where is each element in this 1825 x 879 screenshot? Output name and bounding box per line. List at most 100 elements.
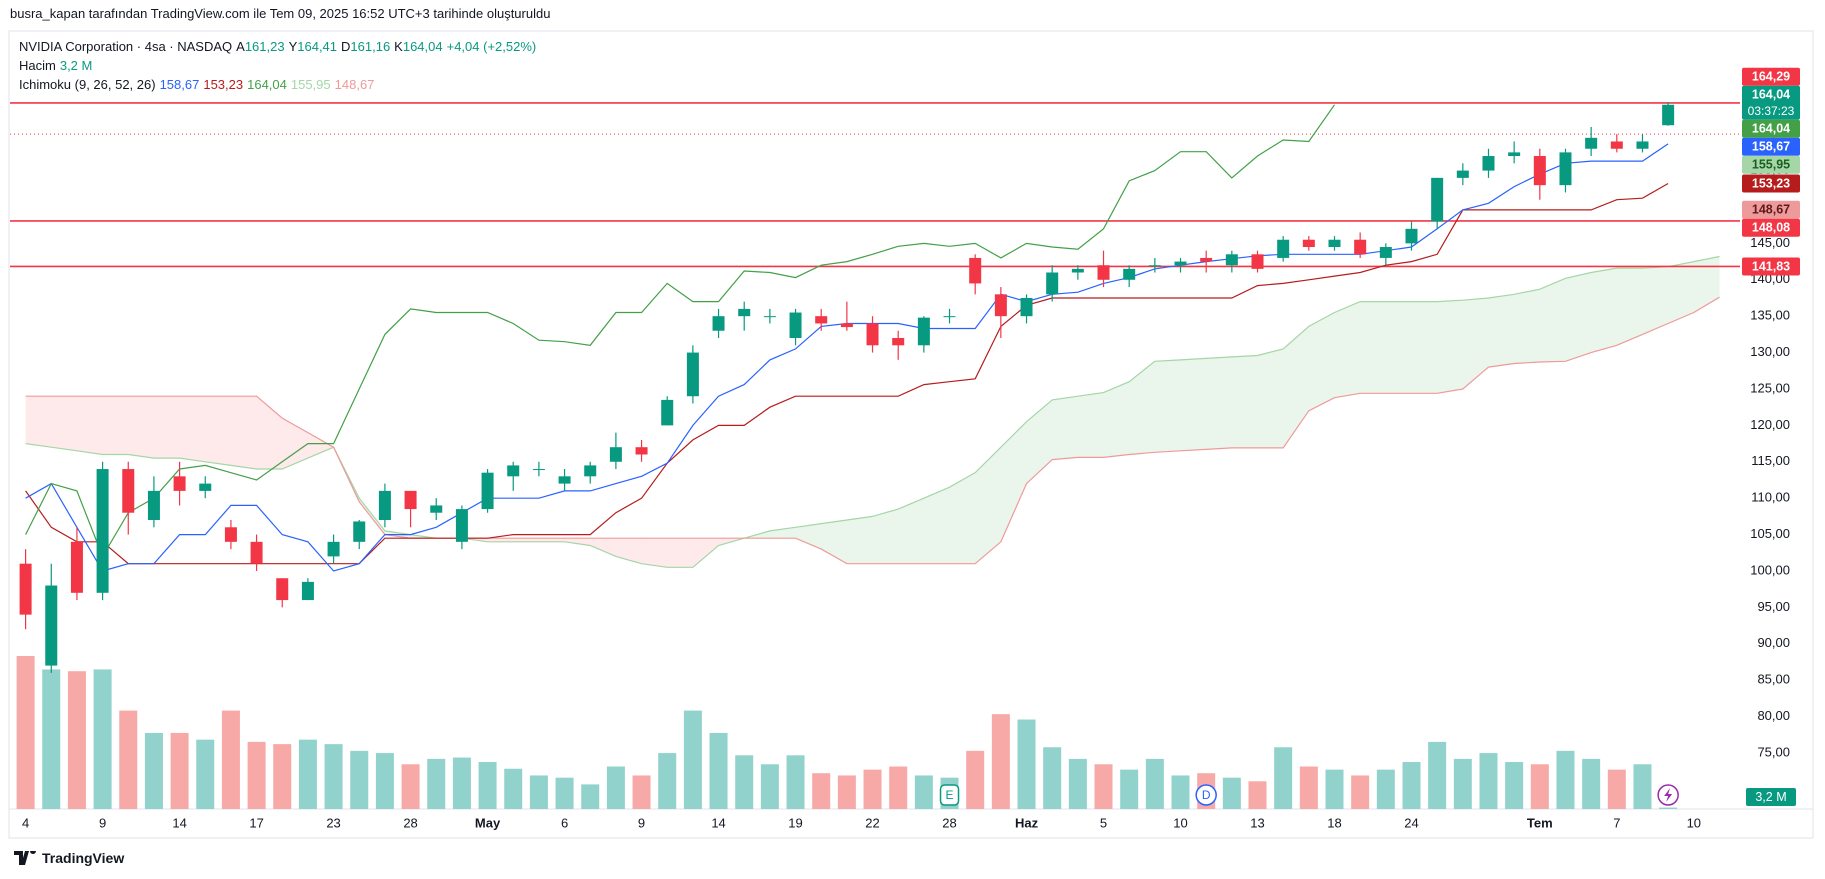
- price-marker-label: 164,04: [1752, 122, 1790, 136]
- candle-body: [122, 469, 135, 513]
- volume-bar: [1607, 769, 1626, 809]
- cloud-fill: [1077, 392, 1104, 458]
- cloud-fill: [1283, 326, 1309, 448]
- x-tick-label: 10: [1173, 815, 1187, 830]
- footer: TradingView: [14, 850, 124, 866]
- cloud-fill: [975, 447, 1001, 564]
- cloud-fill: [538, 538, 565, 542]
- x-tick-label: 14: [172, 815, 186, 830]
- price-marker: [1742, 155, 1800, 174]
- candle-body: [1405, 228, 1418, 244]
- cloud-fill: [1591, 268, 1617, 353]
- candle-body: [892, 338, 905, 346]
- volume-bar: [452, 757, 471, 809]
- volume-bar: [324, 744, 343, 809]
- candle-body: [1277, 239, 1290, 258]
- plot-area: [10, 102, 1740, 809]
- candle-body: [301, 581, 314, 601]
- legend-row: Ichimoku (9, 26, 52, 26) 158,67 153,23 164,…: [19, 75, 540, 94]
- ichimoku-value: 155,95: [290, 77, 331, 92]
- change-value: +4,04 (+2,52%): [446, 39, 537, 54]
- volume-bar: [42, 669, 61, 809]
- event-badge: [939, 784, 960, 806]
- candle-body: [917, 317, 930, 346]
- price-marker-label: 155,95: [1752, 158, 1790, 172]
- price-marker-label: 148,08: [1752, 221, 1790, 235]
- volume-bar: [529, 775, 548, 809]
- price-marker-label: 153,23: [1752, 176, 1790, 190]
- volume-bar: [709, 732, 728, 809]
- candle-body: [19, 563, 32, 615]
- volume-bar: [401, 764, 420, 809]
- y-tick-label: 145,00: [1750, 235, 1790, 250]
- candle-body: [609, 447, 622, 462]
- event-badge: [1195, 784, 1217, 806]
- volume-bar: [273, 744, 292, 809]
- volume-bar: [966, 750, 985, 809]
- candle-body: [481, 472, 494, 510]
- ichimoku-span_a: [25, 255, 1720, 568]
- cloud-fill: [51, 396, 77, 451]
- cloud-fill: [1642, 266, 1669, 335]
- x-tick-label: 5: [1100, 815, 1107, 830]
- volume-bar: [221, 710, 240, 809]
- price-marker: [1742, 67, 1800, 86]
- x-tick-label: 17: [249, 815, 263, 830]
- volume-bar: [1043, 747, 1062, 809]
- x-tick-label: 22: [865, 815, 879, 830]
- y-tick-label: 115,00: [1751, 453, 1790, 468]
- x-tick-label: 10: [1687, 815, 1701, 830]
- price-marker: [1742, 174, 1800, 193]
- candle-body: [661, 399, 674, 426]
- price-marker: [1742, 137, 1800, 156]
- candle-body: [173, 476, 186, 491]
- cloud-fill: [1154, 359, 1181, 453]
- y-tick-label: 100,00: [1750, 562, 1790, 577]
- ichimoku-span_b: [25, 296, 1720, 565]
- candle-body: [327, 541, 340, 557]
- volume-bar: [1479, 753, 1498, 809]
- ohlc-value: 161,16: [350, 39, 391, 54]
- cloud-fill: [846, 516, 873, 564]
- candle-body: [943, 316, 956, 318]
- candle-body: [789, 312, 802, 339]
- y-tick-label: 130,00: [1750, 344, 1790, 359]
- y-tick-label: 125,00: [1750, 380, 1790, 395]
- candle-body: [686, 352, 699, 397]
- candle-body: [1636, 141, 1649, 149]
- candle-body: [1071, 268, 1084, 273]
- cloud-fill: [1668, 261, 1694, 324]
- brand-name: TradingView: [42, 850, 125, 866]
- x-tick-label: 28: [942, 815, 956, 830]
- cloud-fill: [1437, 300, 1463, 394]
- volume-bar: [144, 732, 163, 809]
- candle-body: [1174, 261, 1187, 266]
- volume-bar: [1556, 750, 1575, 809]
- volume-bar: [1222, 777, 1241, 809]
- x-tick-label: 14: [711, 815, 725, 830]
- volume-bar: [812, 773, 831, 809]
- ichimoku-value: 158,67: [159, 77, 200, 92]
- candle-body: [1559, 152, 1572, 186]
- volume-title: Hacim: [19, 58, 56, 73]
- cloud-fill: [179, 396, 206, 462]
- x-tick-label: 9: [99, 815, 106, 830]
- candle-body: [276, 578, 289, 601]
- candle-body: [1020, 297, 1033, 317]
- volume-bar: [658, 753, 677, 809]
- x-tick-label: Haz: [1015, 815, 1039, 830]
- cloud-fill: [282, 418, 308, 470]
- y-tick-label: 120,00: [1750, 417, 1790, 432]
- candle-body: [1379, 247, 1392, 258]
- volume-bar: [1325, 769, 1344, 809]
- x-tick-label: May: [475, 815, 501, 830]
- price-marker-label: 164,04: [1752, 88, 1790, 102]
- candle-body: [96, 469, 109, 593]
- price-marker: [1742, 119, 1800, 138]
- ohlc-key: A: [236, 39, 245, 54]
- ichimoku-title: Ichimoku (9, 26, 52, 26): [19, 77, 156, 92]
- ichimoku-value: 148,67: [334, 77, 375, 92]
- cloud-fill: [615, 538, 642, 564]
- volume-bar: [1248, 781, 1267, 809]
